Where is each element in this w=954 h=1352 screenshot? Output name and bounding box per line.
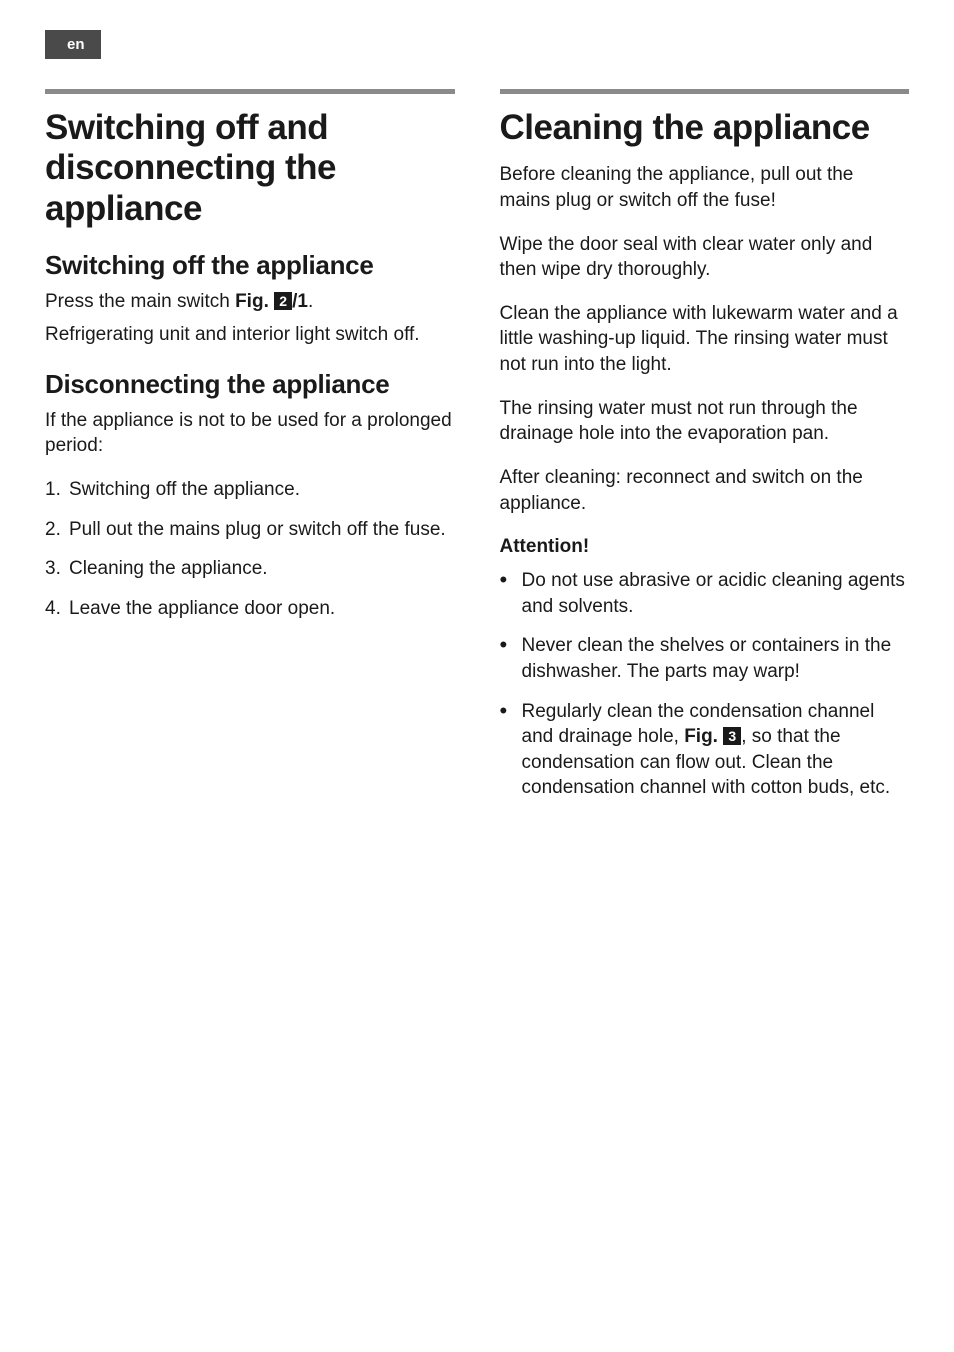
cleaning-para: Before cleaning the appliance, pull out … — [500, 162, 910, 213]
text-fragment: Press the main switch — [45, 291, 235, 312]
disconnecting-steps: Switching off the appliance. Pull out th… — [45, 477, 455, 622]
right-column: Cleaning the appliance Before cleaning t… — [500, 89, 910, 815]
right-title: Cleaning the appliance — [500, 108, 910, 148]
list-item: Do not use abrasive or acidic cleaning a… — [500, 568, 910, 619]
text-fragment: . — [308, 291, 313, 312]
disconnecting-intro: If the appliance is not to be used for a… — [45, 408, 455, 459]
list-item: Leave the appliance door open. — [45, 596, 455, 622]
fig-number-box: 3 — [723, 727, 741, 745]
disconnecting-heading: Disconnecting the appliance — [45, 370, 455, 400]
list-item: Regularly clean the condensation channel… — [500, 699, 910, 802]
attention-label: Attention! — [500, 534, 910, 560]
switching-off-line1: Press the main switch Fig. 2/1. — [45, 289, 455, 315]
left-title: Switching off and disconnecting the appl… — [45, 108, 455, 229]
cleaning-para: Clean the appliance with lukewarm water … — [500, 301, 910, 378]
switching-off-heading: Switching off the appliance — [45, 251, 455, 281]
fig-ref-suffix: /1 — [292, 291, 308, 312]
switching-off-line2: Refrigerating unit and interior light sw… — [45, 322, 455, 348]
language-tag: en — [45, 30, 101, 59]
cleaning-para: After cleaning: reconnect and switch on … — [500, 465, 910, 516]
list-item: Cleaning the appliance. — [45, 556, 455, 582]
fig-number-box: 2 — [274, 292, 292, 310]
column-rule — [45, 89, 455, 94]
cleaning-para: The rinsing water must not run through t… — [500, 396, 910, 447]
left-column: Switching off and disconnecting the appl… — [45, 89, 455, 815]
attention-bullets: Do not use abrasive or acidic cleaning a… — [500, 568, 910, 801]
list-item: Switching off the appliance. — [45, 477, 455, 503]
column-rule — [500, 89, 910, 94]
fig-label: Fig. — [684, 726, 723, 747]
list-item: Pull out the mains plug or switch off th… — [45, 517, 455, 543]
switching-off-body: Press the main switch Fig. 2/1. Refriger… — [45, 289, 455, 348]
fig-label: Fig. — [235, 291, 274, 312]
cleaning-para: Wipe the door seal with clear water only… — [500, 232, 910, 283]
content-columns: Switching off and disconnecting the appl… — [45, 89, 909, 815]
list-item: Never clean the shelves or containers in… — [500, 633, 910, 684]
